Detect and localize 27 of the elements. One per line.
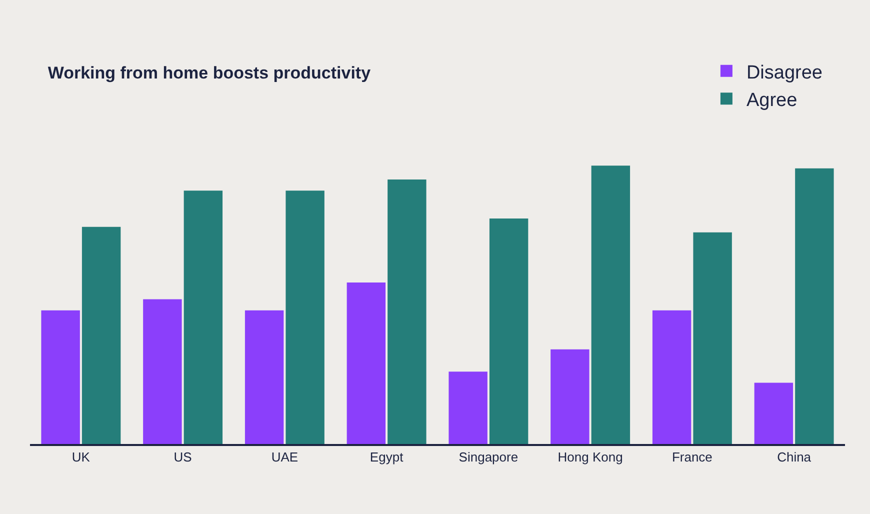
x-tick-label: China (777, 449, 812, 464)
legend-label: Agree (746, 90, 798, 112)
bar (346, 282, 386, 444)
bar (143, 299, 182, 444)
bar (41, 310, 80, 444)
bar (184, 190, 223, 444)
x-tick-label: US (174, 449, 192, 464)
bar (591, 166, 630, 444)
x-tick-label: UK (72, 449, 90, 464)
bar (82, 226, 121, 444)
bar (286, 190, 324, 444)
bar (448, 372, 488, 444)
x-tick-label: Hong Kong (558, 449, 623, 464)
bar (795, 168, 834, 444)
bar (244, 310, 284, 444)
x-tick-label: Egypt (370, 449, 404, 464)
x-tick-label: Singapore (458, 449, 518, 464)
bar (693, 232, 732, 444)
chart-title: Working from home boosts productivity (48, 64, 372, 83)
bar (388, 179, 426, 444)
x-tick-label: France (672, 449, 712, 464)
bar (550, 349, 590, 444)
bar (754, 382, 794, 444)
bar (652, 310, 692, 444)
legend-label: Disagree (746, 62, 822, 84)
x-tick-label: UAE (271, 449, 298, 464)
bar (489, 218, 528, 444)
